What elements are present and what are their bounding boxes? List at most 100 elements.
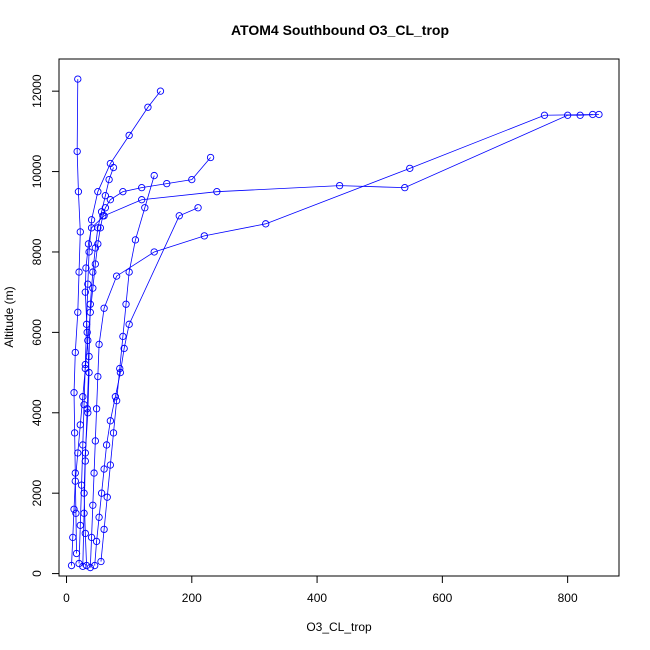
data-point [80, 509, 88, 517]
data-point [97, 557, 105, 566]
data-point [75, 268, 83, 276]
series-line-4 [78, 90, 161, 564]
data-point [213, 188, 221, 196]
x-tick-label: 200 [182, 591, 202, 605]
data-point [67, 561, 76, 570]
data-point [71, 429, 79, 437]
data-point [106, 461, 115, 469]
x-axis-label: O3_CL_trop [306, 620, 372, 634]
series-line-3 [89, 114, 593, 568]
data-point [175, 212, 183, 220]
data-point [83, 328, 91, 337]
series-layer [67, 75, 603, 572]
data-point [91, 561, 99, 570]
chart-title: ATOM4 Southbound O3_CL_trop [231, 22, 449, 38]
data-point [138, 183, 146, 192]
data-point [138, 196, 146, 204]
data-point [101, 192, 110, 200]
data-point [163, 179, 171, 188]
data-point [82, 561, 91, 570]
data-point [85, 352, 93, 361]
data-point [100, 304, 108, 312]
data-point [89, 284, 97, 292]
y-tick-label: 2000 [30, 480, 44, 507]
data-point [119, 332, 127, 341]
data-point [91, 260, 99, 268]
data-point [120, 344, 128, 353]
data-point [73, 147, 81, 156]
y-axis: 0 2000 4000 6000 8000 10000 12000 [30, 74, 60, 577]
data-point [150, 248, 158, 256]
data-point [74, 308, 82, 316]
data-point [91, 244, 99, 252]
data-point [111, 393, 120, 401]
data-point [102, 441, 111, 449]
data-point [84, 280, 92, 288]
data-point [200, 232, 208, 240]
data-point [125, 131, 133, 140]
data-point [86, 563, 94, 572]
y-tick-label: 10000 [30, 155, 44, 189]
y-tick-label: 0 [30, 570, 44, 577]
data-point [144, 103, 152, 111]
data-point [82, 264, 90, 272]
data-point [92, 537, 101, 546]
data-point [89, 268, 97, 276]
data-point [106, 417, 115, 425]
data-point [95, 340, 103, 349]
data-point [71, 348, 79, 357]
data-point [109, 163, 118, 172]
data-point [70, 389, 78, 397]
data-point [90, 469, 98, 477]
data-point [116, 364, 124, 373]
data-point [100, 525, 108, 534]
data-point [81, 457, 89, 465]
data-point [112, 272, 121, 280]
data-point [72, 509, 80, 517]
data-point [125, 320, 133, 328]
data-point [86, 300, 94, 308]
data-point [79, 393, 87, 401]
data-point [92, 405, 101, 413]
data-point [89, 501, 97, 509]
data-point [188, 175, 196, 184]
data-point [150, 171, 158, 180]
data-point [335, 181, 344, 190]
data-point [91, 437, 99, 445]
data-point [156, 87, 165, 95]
data-point [94, 188, 102, 196]
data-point [116, 368, 125, 377]
data-point [96, 224, 104, 232]
data-point [97, 489, 106, 497]
series-line-8 [82, 167, 114, 567]
data-point [87, 216, 96, 224]
data-point [72, 549, 81, 558]
data-point [87, 533, 96, 542]
x-tick-label: 600 [432, 591, 452, 605]
data-point [94, 372, 102, 381]
series-line-5 [100, 175, 155, 562]
data-point [84, 240, 93, 248]
data-point [122, 300, 130, 308]
data-point [74, 188, 83, 196]
data-point [112, 397, 121, 405]
data-point [106, 196, 115, 204]
data-point [109, 429, 118, 437]
data-point [105, 175, 113, 184]
data-point [95, 513, 103, 521]
y-tick-label: 4000 [30, 399, 44, 426]
data-point [81, 288, 89, 296]
y-tick-label: 6000 [30, 319, 44, 346]
y-tick-label: 12000 [30, 74, 44, 108]
series-line-6 [73, 79, 81, 554]
data-point [131, 236, 140, 244]
data-point [71, 469, 79, 477]
x-axis: 0 200 400 600 800 [63, 575, 578, 605]
data-point [70, 505, 78, 513]
data-point [406, 164, 414, 172]
data-point [125, 268, 133, 276]
data-point [206, 153, 215, 162]
data-point [141, 204, 149, 212]
